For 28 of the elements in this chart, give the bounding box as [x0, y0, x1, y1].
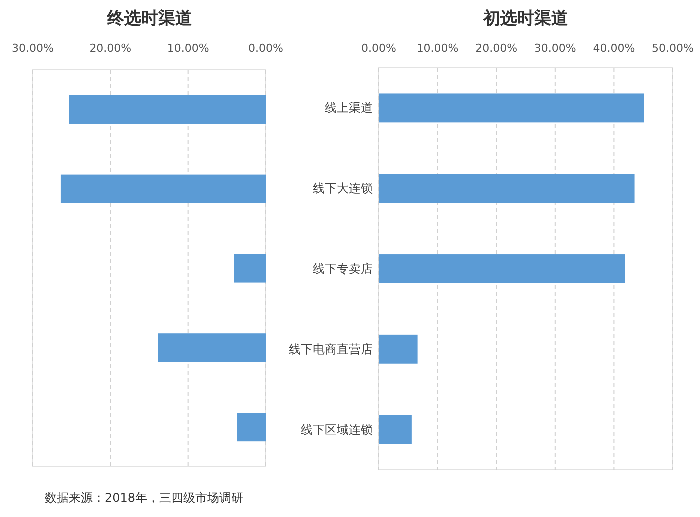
bar [158, 334, 266, 362]
x-tick-label: 10.00% [167, 42, 210, 55]
source-note: 数据来源：2018年，三四级市场调研 [45, 491, 244, 505]
bar [237, 413, 266, 442]
bar [379, 254, 626, 284]
bar [379, 174, 635, 204]
y-tick-label: 线下电商直营店 [289, 342, 373, 356]
x-tick-label: 20.00% [90, 42, 132, 55]
bar [70, 95, 266, 124]
x-tick-label: 30.00% [534, 42, 576, 55]
bar [379, 94, 644, 123]
x-tick-label: 20.00% [476, 42, 518, 55]
x-tick-label: 50.00% [652, 42, 694, 55]
y-tick-label: 线上渠道 [325, 101, 373, 116]
chart-title: 初选时渠道 [482, 9, 568, 29]
y-tick-label: 线下大连锁 [313, 182, 373, 196]
x-tick-label: 0.00% [362, 42, 396, 55]
y-tick-label: 线下专卖店 [313, 262, 373, 276]
x-tick-label: 30.00% [12, 42, 54, 55]
bar [379, 415, 412, 444]
x-tick-label: 40.00% [593, 42, 636, 55]
bar [379, 334, 418, 364]
bar [60, 174, 266, 204]
x-tick-label: 0.00% [248, 42, 284, 55]
chart-title: 终选时渠道 [106, 9, 192, 29]
x-tick-label: 10.00% [416, 42, 459, 55]
y-tick-label: 线下区域连锁 [301, 422, 373, 437]
bar [234, 254, 266, 283]
